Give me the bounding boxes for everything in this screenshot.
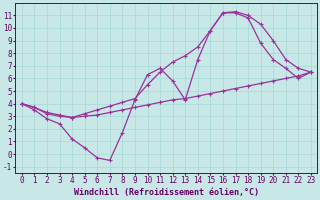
X-axis label: Windchill (Refroidissement éolien,°C): Windchill (Refroidissement éolien,°C) [74, 188, 259, 197]
